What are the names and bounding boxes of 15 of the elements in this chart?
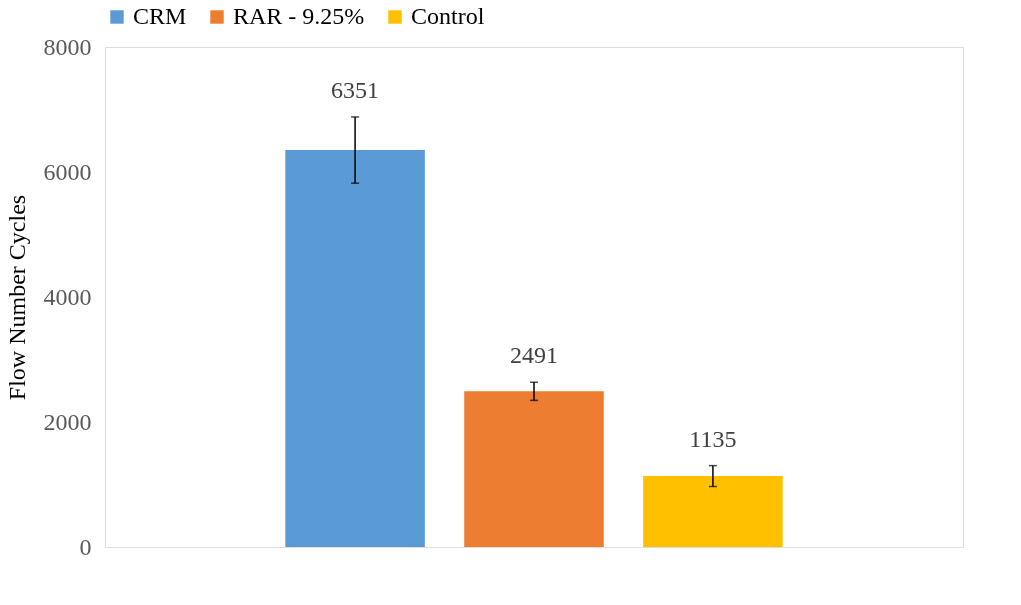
bar [285,150,425,547]
y-tick-label: 0 [79,533,92,560]
data-label: 1135 [689,425,737,452]
data-label: 6351 [331,76,380,103]
y-tick-label: 2000 [43,408,92,435]
legend-label: Control [411,3,485,29]
y-axis-title: Flow Number Cycles [3,194,30,401]
y-tick-label: 4000 [43,283,92,310]
legend-label: CRM [133,3,187,29]
legend-label: RAR - 9.25% [233,3,365,29]
data-label: 2491 [510,342,558,369]
bar [643,476,783,547]
y-tick-label: 6000 [43,158,92,185]
bar [464,391,604,547]
y-tick-label: 8000 [43,33,92,60]
